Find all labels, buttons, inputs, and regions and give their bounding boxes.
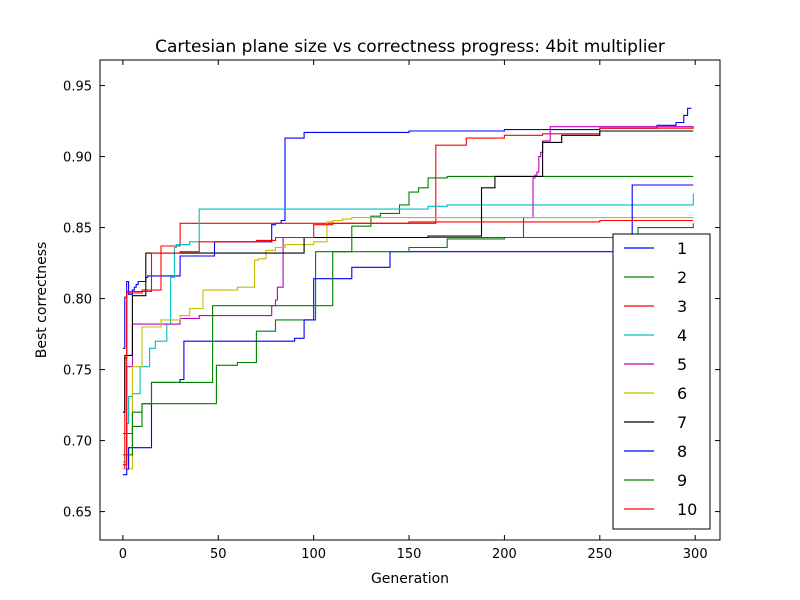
y-axis-label: Best correctness: [34, 242, 50, 359]
series-line-4: [122, 193, 694, 463]
series-line-7: [122, 130, 694, 413]
legend-label-6: 6: [677, 384, 687, 403]
legend-label-2: 2: [677, 268, 687, 287]
legend-label-7: 7: [677, 413, 687, 432]
legend-label-8: 8: [677, 442, 687, 461]
legend-label-4: 4: [677, 326, 687, 345]
series-line-1: [122, 107, 692, 349]
y-tick-label: 0.95: [63, 80, 92, 95]
legend-label-10: 10: [677, 500, 697, 519]
x-tick-label: 150: [397, 547, 422, 562]
x-tick-label: 300: [683, 547, 708, 562]
x-axis-label: Generation: [371, 571, 449, 587]
legend-label-3: 3: [677, 297, 687, 316]
series-lines: [122, 107, 694, 476]
x-tick-label: 0: [119, 547, 127, 562]
y-axis-ticks: 0.65 0.70 0.75 0.80 0.85 0.90 0.95: [63, 80, 720, 521]
x-tick-label: 200: [492, 547, 517, 562]
legend-label-9: 9: [677, 471, 687, 490]
series-line-10: [122, 219, 694, 466]
series-line-9: [122, 223, 694, 456]
series-line-8: [122, 184, 694, 476]
y-tick-label: 0.70: [63, 435, 92, 450]
series-line-6: [122, 217, 694, 470]
y-tick-label: 0.90: [63, 151, 92, 166]
y-tick-label: 0.80: [63, 293, 92, 308]
y-tick-label: 0.65: [63, 506, 92, 521]
plot-frame: [99, 59, 721, 541]
legend-box: [612, 233, 711, 530]
series-line-5: [122, 126, 694, 470]
x-tick-label: 250: [587, 547, 612, 562]
x-tick-label: 50: [210, 547, 227, 562]
legend: 1 2 3 4 5 6 7 8 9 10: [612, 233, 711, 530]
legend-label-5: 5: [677, 355, 687, 374]
series-line-3: [122, 126, 694, 470]
legend-label-1: 1: [677, 239, 687, 258]
series-line-2: [122, 175, 694, 435]
x-axis-ticks: 0 50 100 150 200 250 300: [119, 60, 708, 562]
x-tick-label: 100: [301, 547, 326, 562]
y-tick-label: 0.75: [63, 364, 92, 379]
chart-title: Cartesian plane size vs correctness prog…: [155, 37, 665, 57]
y-tick-label: 0.85: [63, 222, 92, 237]
